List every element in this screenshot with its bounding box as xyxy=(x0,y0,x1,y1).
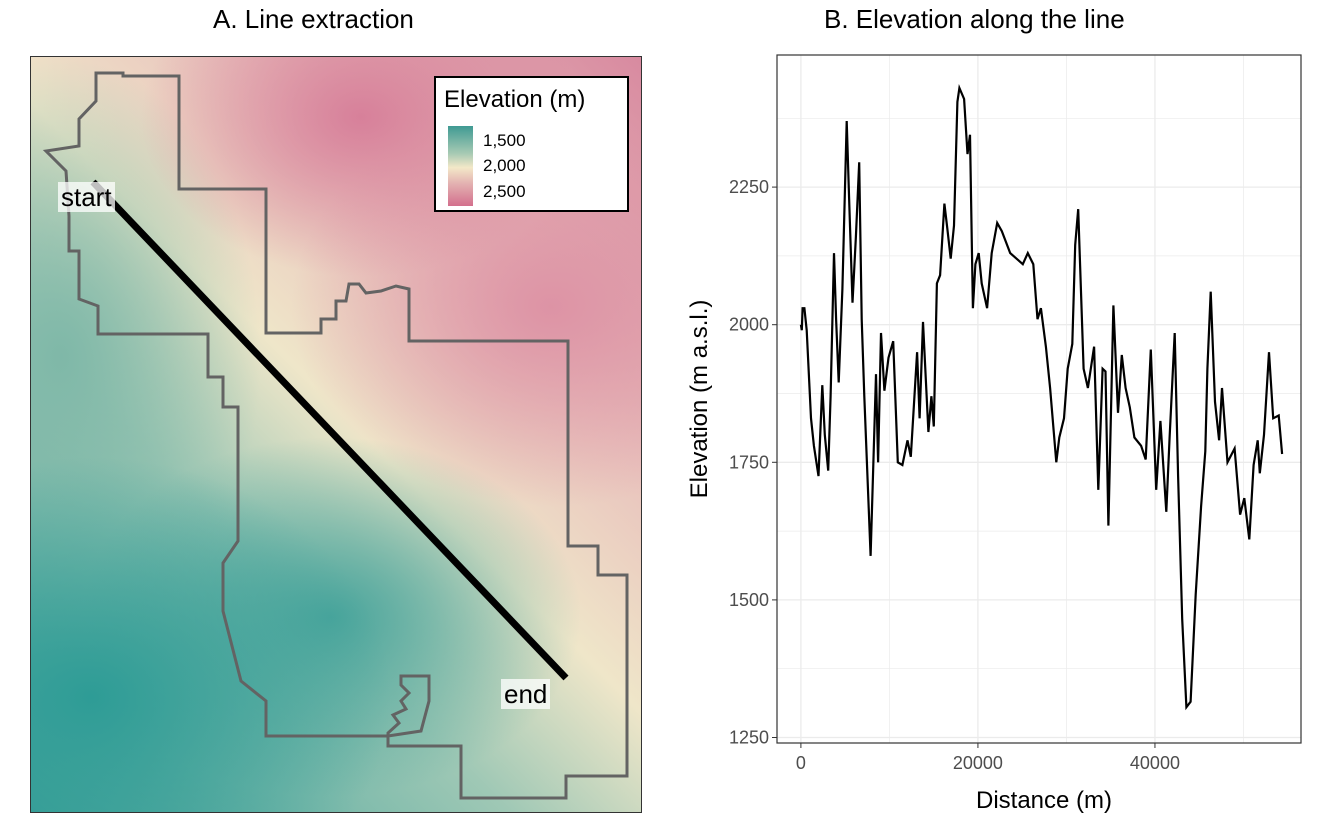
x-tick-label: 40000 xyxy=(1130,753,1180,773)
elevation-line xyxy=(799,83,1284,711)
y-tick-label: 2000 xyxy=(729,315,769,335)
legend-colorbar xyxy=(448,126,473,206)
panel-a-title: A. Line extraction xyxy=(213,4,414,34)
study-area-boundary xyxy=(42,71,629,800)
x-tick-label: 20000 xyxy=(953,753,1003,773)
legend-tick: 1,500 xyxy=(483,131,526,150)
y-tick-label: 1500 xyxy=(729,590,769,610)
elevation-profile-chart: 0 20000 40000 1250 1500 1750 2000 2250 Distance… xyxy=(686,54,1302,814)
legend-tick: 2,000 xyxy=(483,156,526,175)
map-overlay xyxy=(42,71,629,800)
panel-b-title: B. Elevation along the line xyxy=(824,4,1125,34)
extraction-line xyxy=(90,179,569,681)
elevation-map: start end Elevation (m) 1,500 2,000 2,50… xyxy=(30,56,642,813)
axis-ticks: 0 20000 40000 1250 1500 1750 2000 2250 xyxy=(729,177,1180,773)
plot-panel xyxy=(776,54,1302,744)
legend-tick: 2,500 xyxy=(483,182,526,201)
y-axis-label: Elevation (m a.s.l.) xyxy=(686,300,713,499)
start-label: start xyxy=(58,182,115,212)
y-tick-label: 1750 xyxy=(729,452,769,472)
legend-title: Elevation (m) xyxy=(444,86,586,113)
x-axis-label: Distance (m) xyxy=(976,787,1112,814)
x-tick-label: 0 xyxy=(796,753,806,773)
y-tick-label: 2250 xyxy=(729,177,769,197)
elevation-legend: Elevation (m) 1,500 2,000 2,500 xyxy=(434,76,629,212)
y-tick-label: 1250 xyxy=(729,727,769,747)
end-label: end xyxy=(501,679,551,709)
